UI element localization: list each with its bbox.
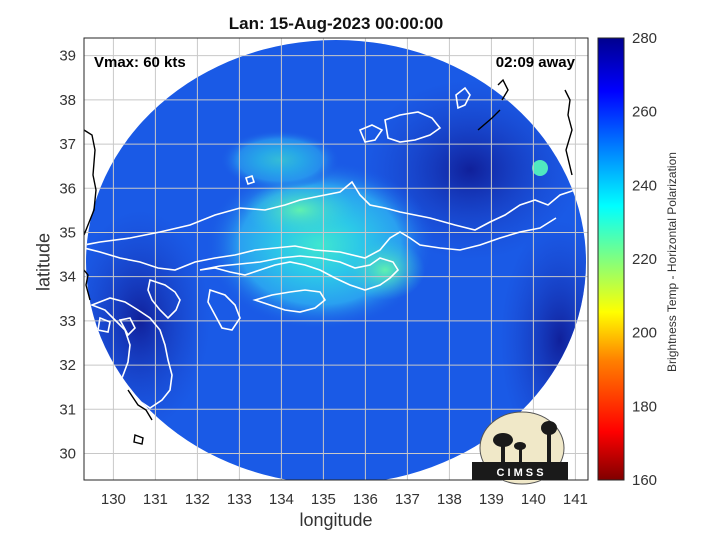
y-tick-label: 30 [59, 445, 76, 462]
y-tick-label: 36 [59, 180, 76, 197]
x-tick-label: 136 [353, 491, 378, 508]
colorbar-tick-label: 260 [632, 104, 657, 121]
y-tick-label: 33 [59, 313, 76, 330]
x-tick-label: 130 [101, 491, 126, 508]
y-tick-label: 34 [59, 269, 76, 286]
water-tower-icon [541, 421, 557, 435]
time-annotation: 02:09 away [496, 54, 576, 71]
y-tick-label: 37 [59, 136, 76, 153]
colorbar-tick-label: 240 [632, 177, 657, 194]
colorbar-tick-label: 220 [632, 251, 657, 268]
colorbar-label: Brightness Temp - Horizontal Polarizatio… [665, 152, 679, 372]
x-tick-label: 135 [311, 491, 336, 508]
x-tick-label: 131 [143, 491, 168, 508]
coastlines [84, 78, 586, 445]
y-tick-labels: 30 31 32 33 34 35 36 37 38 39 [59, 48, 76, 463]
map-title: Lan: 15-Aug-2023 00:00:00 [228, 14, 444, 33]
x-tick-label: 133 [227, 491, 252, 508]
colorbar [597, 37, 625, 481]
x-tick-label: 139 [479, 491, 504, 508]
colorbar-tick-label: 280 [632, 30, 657, 47]
brightness-temp-swath [86, 40, 586, 480]
x-tick-labels: 130 131 132 133 134 135 136 137 138 139 140 141 [101, 491, 588, 508]
y-tick-label: 32 [59, 357, 76, 374]
y-tick-label: 39 [59, 48, 76, 65]
colorbar-tick-label: 160 [632, 472, 657, 489]
x-tick-label: 132 [185, 491, 210, 508]
x-tick-label: 138 [437, 491, 462, 508]
x-tick-label: 137 [395, 491, 420, 508]
x-tick-label: 141 [563, 491, 588, 508]
colorbar-tick-labels: 160 180 200 220 240 260 280 [632, 30, 657, 489]
axes-frame [83, 37, 589, 481]
logo-text: C I M S S [496, 467, 543, 479]
cimss-logo: C I M S S [472, 411, 568, 485]
colorbar-tick-label: 180 [632, 398, 657, 415]
x-axis-label: longitude [299, 510, 373, 530]
vmax-annotation: Vmax: 60 kts [94, 54, 186, 71]
satellite-dish-icon [493, 433, 513, 447]
y-axis-label: latitude [33, 232, 54, 292]
y-tick-label: 35 [59, 224, 76, 241]
x-tick-label: 134 [269, 491, 294, 508]
y-tick-label: 31 [59, 401, 76, 418]
colorbar-tick-label: 200 [632, 325, 657, 342]
x-tick-label: 140 [521, 491, 546, 508]
y-tick-label: 38 [59, 92, 76, 109]
